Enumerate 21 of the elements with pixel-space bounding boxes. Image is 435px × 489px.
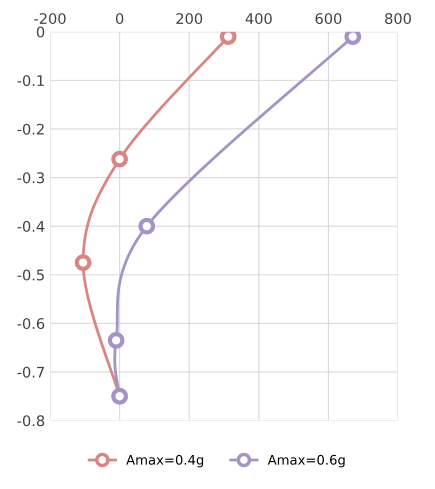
y-tick-label: -0.5 <box>17 269 44 281</box>
x-tick-label: 600 <box>316 13 342 24</box>
x-tick-label: 800 <box>385 13 411 24</box>
x-tick-label: 0 <box>116 13 124 24</box>
y-tick-label: 0 <box>36 26 44 38</box>
point <box>111 150 128 168</box>
y-tick-label: -0.1 <box>17 75 44 86</box>
y-tick-label: -0.8 <box>17 415 44 426</box>
x-tick-label: 400 <box>246 13 272 24</box>
legend-label: Amax=0.6g <box>268 454 345 468</box>
legend-label: Amax=0.4g <box>126 454 204 468</box>
y-tick-label: -0.2 <box>17 124 44 135</box>
x-tick-label: -200 <box>34 13 66 24</box>
y-tick-label: -0.7 <box>17 366 44 378</box>
y-tick-label: -0.4 <box>17 220 44 232</box>
point <box>74 254 92 271</box>
x-tick-label: 200 <box>176 13 202 24</box>
point <box>108 332 124 349</box>
y-tick-label: -0.6 <box>17 318 44 330</box>
y-tick-label: -0.3 <box>17 172 44 184</box>
point <box>138 218 156 234</box>
